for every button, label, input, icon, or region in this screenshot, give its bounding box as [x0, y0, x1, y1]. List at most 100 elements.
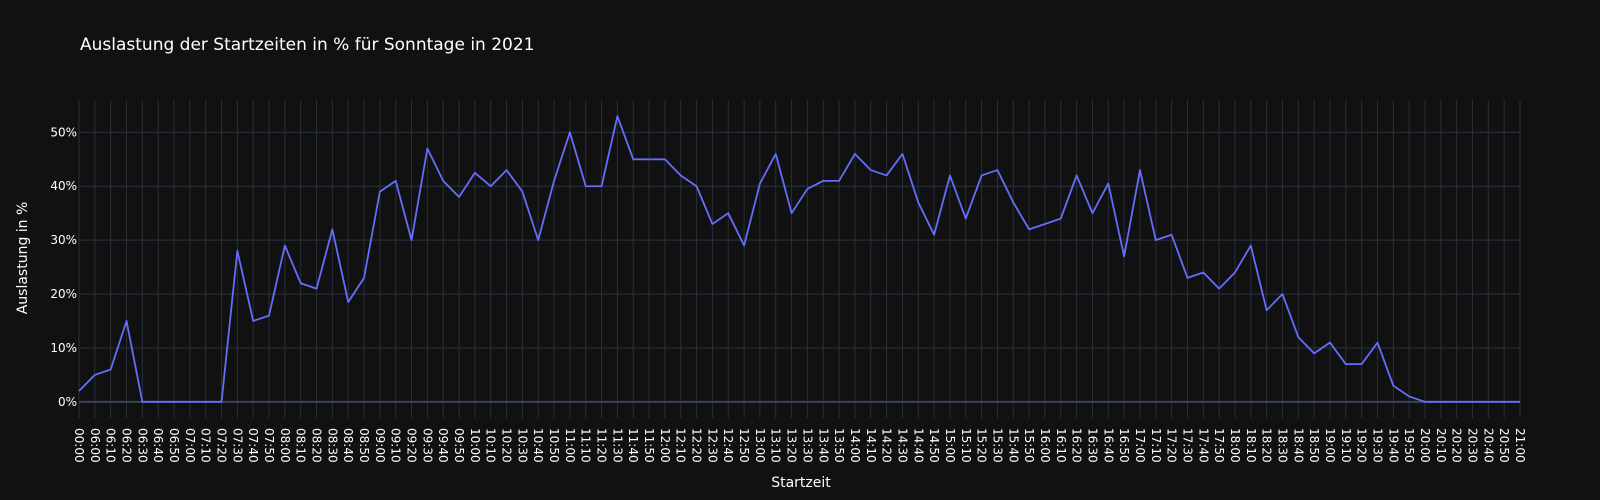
data-point[interactable]	[1246, 241, 1256, 251]
data-point[interactable]	[1372, 338, 1382, 348]
data-point[interactable]	[1087, 208, 1097, 218]
data-point[interactable]	[644, 154, 654, 164]
data-point[interactable]	[438, 176, 448, 186]
data-point[interactable]	[137, 397, 147, 407]
x-tick-label: 08:20	[310, 428, 324, 463]
data-point[interactable]	[422, 144, 432, 154]
data-point[interactable]	[676, 170, 686, 180]
data-point[interactable]	[359, 273, 369, 283]
data-point[interactable]	[628, 154, 638, 164]
data-point[interactable]	[1467, 397, 1477, 407]
data-point[interactable]	[1056, 214, 1066, 224]
data-point[interactable]	[1040, 219, 1050, 229]
data-point[interactable]	[533, 235, 543, 245]
data-point[interactable]	[1293, 332, 1303, 342]
data-point[interactable]	[296, 278, 306, 288]
data-point[interactable]	[850, 149, 860, 159]
data-point[interactable]	[90, 370, 100, 380]
data-point[interactable]	[1214, 284, 1224, 294]
data-point[interactable]	[565, 127, 575, 137]
x-tick-label: 12:10	[674, 428, 688, 463]
data-point[interactable]	[454, 192, 464, 202]
x-tick-label: 16:40	[1101, 428, 1115, 463]
data-point[interactable]	[1325, 338, 1335, 348]
data-point[interactable]	[549, 176, 559, 186]
data-point[interactable]	[612, 111, 622, 121]
data-point[interactable]	[312, 284, 322, 294]
data-point[interactable]	[1515, 397, 1525, 407]
data-point[interactable]	[375, 187, 385, 197]
data-point[interactable]	[992, 165, 1002, 175]
data-point[interactable]	[502, 165, 512, 175]
data-point[interactable]	[945, 170, 955, 180]
data-point[interactable]	[1452, 397, 1462, 407]
data-point[interactable]	[1008, 197, 1018, 207]
data-point[interactable]	[1388, 381, 1398, 391]
data-point[interactable]	[755, 179, 765, 189]
data-point[interactable]	[802, 184, 812, 194]
data-point[interactable]	[1357, 359, 1367, 369]
x-tick-label: 14:40	[911, 428, 925, 463]
data-point[interactable]	[1119, 251, 1129, 261]
data-point[interactable]	[1404, 391, 1414, 401]
data-point[interactable]	[660, 154, 670, 164]
data-point[interactable]	[834, 176, 844, 186]
data-point[interactable]	[723, 208, 733, 218]
data-point[interactable]	[232, 246, 242, 256]
data-point[interactable]	[581, 181, 591, 191]
data-point[interactable]	[169, 397, 179, 407]
data-point[interactable]	[1072, 170, 1082, 180]
data-point[interactable]	[1167, 230, 1177, 240]
data-point[interactable]	[1420, 397, 1430, 407]
data-point[interactable]	[1151, 235, 1161, 245]
data-point[interactable]	[122, 316, 132, 326]
data-point[interactable]	[1230, 267, 1240, 277]
data-point[interactable]	[343, 297, 353, 307]
data-point[interactable]	[1499, 397, 1509, 407]
data-point[interactable]	[1135, 165, 1145, 175]
data-point[interactable]	[486, 181, 496, 191]
data-point[interactable]	[391, 176, 401, 186]
data-point[interactable]	[517, 187, 527, 197]
data-point[interactable]	[153, 397, 163, 407]
data-point[interactable]	[1103, 179, 1113, 189]
data-point[interactable]	[1341, 359, 1351, 369]
data-point[interactable]	[1262, 305, 1272, 315]
data-point[interactable]	[882, 170, 892, 180]
data-point[interactable]	[597, 181, 607, 191]
data-point[interactable]	[787, 208, 797, 218]
data-point[interactable]	[264, 311, 274, 321]
data-point[interactable]	[470, 168, 480, 178]
data-point[interactable]	[407, 235, 417, 245]
x-tick-label: 14:00	[848, 428, 862, 463]
x-tick-label: 17:30	[1180, 428, 1194, 463]
data-point[interactable]	[106, 364, 116, 374]
data-point[interactable]	[185, 397, 195, 407]
data-point[interactable]	[1024, 224, 1034, 234]
data-point[interactable]	[707, 219, 717, 229]
data-point[interactable]	[248, 316, 258, 326]
x-tick-label: 16:00	[1038, 428, 1052, 463]
x-tick-label: 11:20	[595, 428, 609, 463]
data-point[interactable]	[280, 241, 290, 251]
data-point[interactable]	[897, 149, 907, 159]
data-point[interactable]	[961, 214, 971, 224]
data-point[interactable]	[771, 149, 781, 159]
data-point[interactable]	[692, 181, 702, 191]
data-point[interactable]	[1198, 267, 1208, 277]
data-point[interactable]	[217, 397, 227, 407]
data-point[interactable]	[74, 386, 84, 396]
data-point[interactable]	[739, 241, 749, 251]
data-point[interactable]	[201, 397, 211, 407]
data-point[interactable]	[1277, 289, 1287, 299]
data-point[interactable]	[929, 230, 939, 240]
data-point[interactable]	[818, 176, 828, 186]
data-point[interactable]	[1309, 348, 1319, 358]
data-point[interactable]	[1182, 273, 1192, 283]
data-point[interactable]	[913, 197, 923, 207]
data-point[interactable]	[866, 165, 876, 175]
data-point[interactable]	[977, 170, 987, 180]
data-point[interactable]	[327, 224, 337, 234]
data-point[interactable]	[1483, 397, 1493, 407]
data-point[interactable]	[1436, 397, 1446, 407]
